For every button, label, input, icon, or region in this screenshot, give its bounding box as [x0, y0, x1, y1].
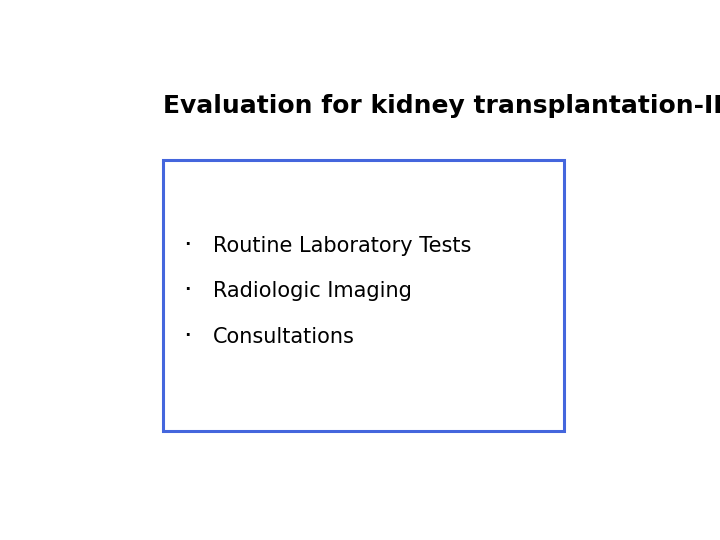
Text: Consultations: Consultations [213, 327, 355, 347]
Text: Radiologic Imaging: Radiologic Imaging [213, 281, 412, 301]
Text: ·: · [184, 279, 192, 305]
FancyBboxPatch shape [163, 160, 564, 431]
Text: Routine Laboratory Tests: Routine Laboratory Tests [213, 235, 471, 255]
Text: ·: · [184, 324, 192, 350]
Text: Evaluation for kidney transplantation-II: Evaluation for kidney transplantation-II [163, 94, 720, 118]
Text: ·: · [184, 233, 192, 259]
